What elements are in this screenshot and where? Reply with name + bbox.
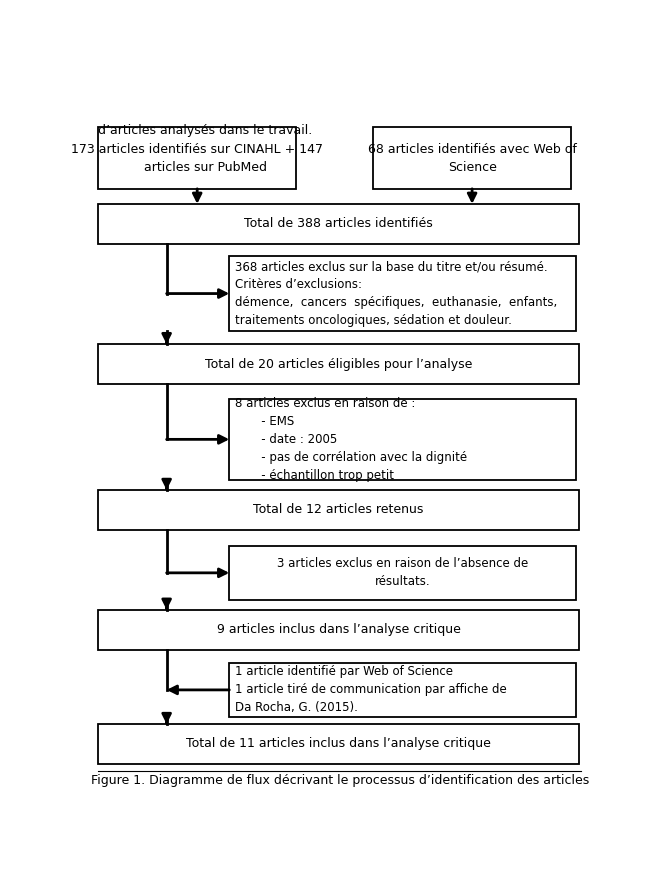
- Bar: [98, 204, 579, 244]
- Bar: [229, 256, 576, 332]
- Text: 3 articles exclus en raison de l’absence de
résultats.: 3 articles exclus en raison de l’absence…: [277, 557, 528, 589]
- Text: d’articles analysés dans le travail.: d’articles analysés dans le travail.: [98, 124, 312, 137]
- Text: 8 articles exclus en raison de :
       - EMS
       - date : 2005
       - pas : 8 articles exclus en raison de : - EMS -…: [235, 396, 467, 482]
- Bar: [98, 344, 579, 384]
- Bar: [373, 127, 571, 188]
- Bar: [98, 725, 579, 764]
- Text: Total de 388 articles identifiés: Total de 388 articles identifiés: [244, 217, 433, 230]
- Bar: [229, 546, 576, 599]
- Bar: [98, 610, 579, 650]
- Bar: [229, 399, 576, 480]
- Text: 173 articles identifiés sur CINAHL + 147
    articles sur PubMed: 173 articles identifiés sur CINAHL + 147…: [71, 142, 323, 173]
- Text: Total de 11 articles inclus dans l’analyse critique: Total de 11 articles inclus dans l’analy…: [186, 738, 491, 750]
- Text: 68 articles identifiés avec Web of
Science: 68 articles identifiés avec Web of Scien…: [368, 142, 577, 173]
- Text: Total de 12 articles retenus: Total de 12 articles retenus: [253, 503, 424, 517]
- Text: Total de 20 articles éligibles pour l’analyse: Total de 20 articles éligibles pour l’an…: [205, 357, 472, 371]
- Bar: [98, 127, 296, 188]
- Text: Figure 1. Diagramme de flux décrivant le processus d’identification des articles: Figure 1. Diagramme de flux décrivant le…: [91, 773, 589, 787]
- Text: 9 articles inclus dans l’analyse critique: 9 articles inclus dans l’analyse critiqu…: [217, 623, 460, 637]
- Text: 368 articles exclus sur la base du titre et/ou résumé.
Critères d’exclusions:
dé: 368 articles exclus sur la base du titre…: [235, 260, 558, 327]
- Bar: [229, 662, 576, 717]
- Bar: [98, 490, 579, 530]
- Text: 1 article identifié par Web of Science
1 article tiré de communication par affic: 1 article identifié par Web of Science 1…: [235, 665, 507, 715]
